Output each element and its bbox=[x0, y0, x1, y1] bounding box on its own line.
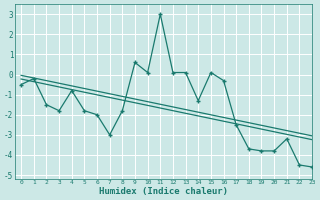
X-axis label: Humidex (Indice chaleur): Humidex (Indice chaleur) bbox=[99, 187, 228, 196]
